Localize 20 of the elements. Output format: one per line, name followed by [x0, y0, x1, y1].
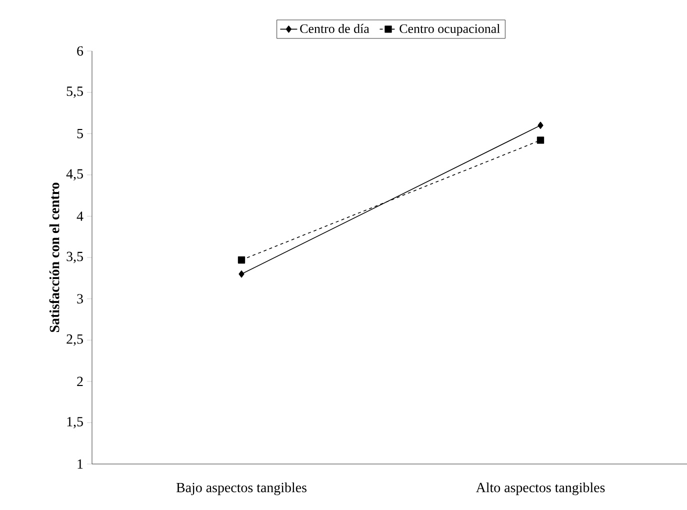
x-tick-label: Bajo aspectos tangibles	[176, 482, 306, 496]
y-tick-label: 4	[76, 212, 84, 221]
y-tick-label: 1	[78, 459, 83, 469]
y-tick-label: 5,5	[66, 86, 83, 98]
y-tick-label: 6	[77, 46, 84, 56]
y-tick-label: 2	[77, 376, 83, 386]
point	[238, 270, 244, 278]
y-tick-label: 1,5	[67, 417, 83, 428]
point	[238, 256, 246, 264]
y-tick-label: 2,5	[66, 334, 83, 346]
point	[536, 136, 544, 144]
y-tick-label: 4,5	[66, 169, 83, 181]
legend-label: Centro de día	[300, 24, 370, 34]
y-tick-label: 5	[77, 128, 83, 138]
x-tick-label: Alto aspectos tangibles	[476, 482, 605, 496]
point	[538, 122, 544, 129]
y-tick-label: 3	[77, 294, 83, 304]
legend-label: Centro ocupacional	[400, 24, 500, 36]
y-tick-label: 3,5	[66, 252, 83, 264]
y-axis-title: Satisfacción con el centro	[49, 182, 60, 332]
